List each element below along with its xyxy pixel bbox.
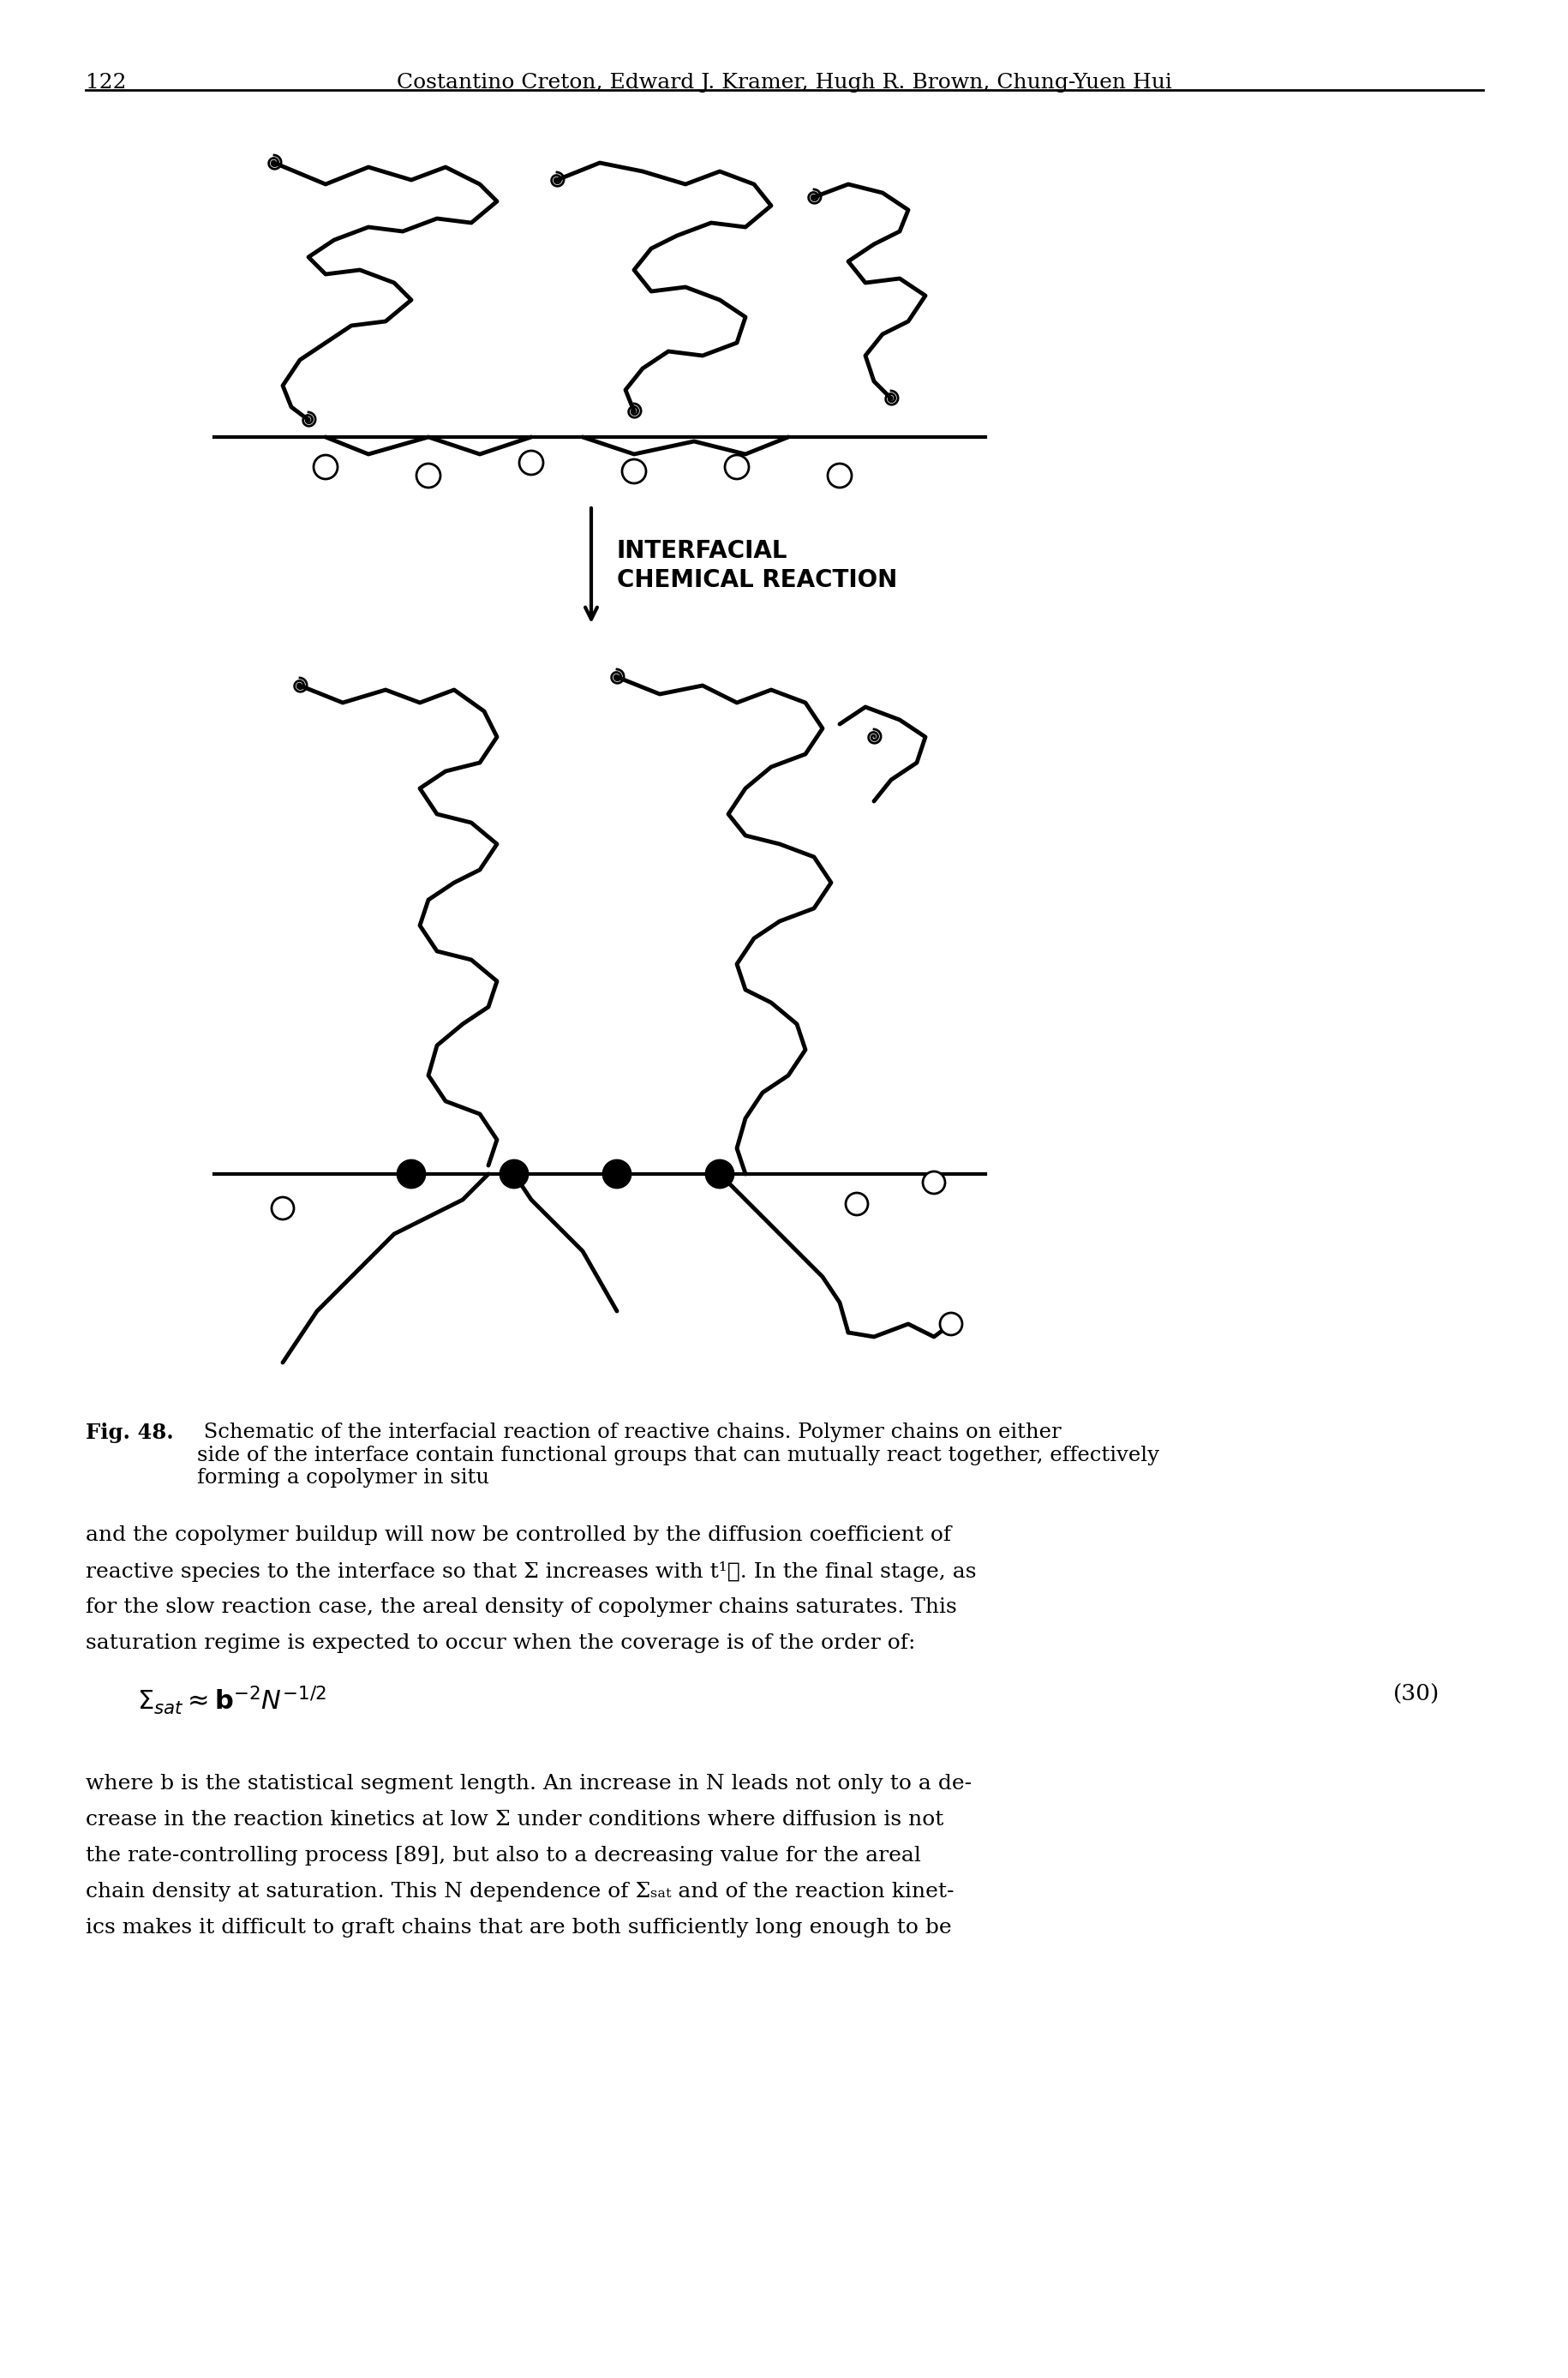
Circle shape xyxy=(519,452,543,476)
Text: the rate-controlling process [89], but also to a decreasing value for the areal: the rate-controlling process [89], but a… xyxy=(86,1845,920,1867)
Circle shape xyxy=(500,1160,527,1187)
Circle shape xyxy=(922,1172,944,1194)
Text: INTERFACIAL
CHEMICAL REACTION: INTERFACIAL CHEMICAL REACTION xyxy=(616,540,897,592)
Text: chain density at saturation. This N dependence of Σₛₐₜ and of the reaction kinet: chain density at saturation. This N depe… xyxy=(86,1881,953,1902)
Text: and the copolymer buildup will now be controlled by the diffusion coefficient of: and the copolymer buildup will now be co… xyxy=(86,1524,950,1546)
Circle shape xyxy=(828,464,851,487)
Text: Costantino Creton, Edward J. Kramer, Hugh R. Brown, Chung-Yuen Hui: Costantino Creton, Edward J. Kramer, Hug… xyxy=(397,74,1171,93)
Text: 122: 122 xyxy=(86,74,127,93)
Circle shape xyxy=(397,1160,425,1187)
Text: Schematic of the interfacial reaction of reactive chains. Polymer chains on eith: Schematic of the interfacial reaction of… xyxy=(198,1422,1159,1489)
Circle shape xyxy=(622,459,646,483)
Text: for the slow reaction case, the areal density of copolymer chains saturates. Thi: for the slow reaction case, the areal de… xyxy=(86,1598,956,1617)
Text: saturation regime is expected to occur when the coverage is of the order of:: saturation regime is expected to occur w… xyxy=(86,1634,916,1653)
Text: ics makes it difficult to graft chains that are both sufficiently long enough to: ics makes it difficult to graft chains t… xyxy=(86,1917,952,1938)
Circle shape xyxy=(602,1160,630,1187)
Circle shape xyxy=(314,454,337,478)
Circle shape xyxy=(706,1160,734,1187)
Text: reactive species to the interface so that Σ increases with t¹˲. In the final sta: reactive species to the interface so tha… xyxy=(86,1562,975,1581)
Text: where b is the statistical segment length. An increase in N leads not only to a : where b is the statistical segment lengt… xyxy=(86,1774,971,1793)
Text: $\Sigma_{sat} \approx \mathbf{b}^{-2}N^{-1/2}$: $\Sigma_{sat} \approx \mathbf{b}^{-2}N^{… xyxy=(136,1684,326,1717)
Circle shape xyxy=(939,1313,961,1334)
Circle shape xyxy=(271,1196,293,1220)
Text: crease in the reaction kinetics at low Σ under conditions where diffusion is not: crease in the reaction kinetics at low Σ… xyxy=(86,1810,944,1829)
Text: (30): (30) xyxy=(1392,1684,1439,1705)
Text: Fig. 48.: Fig. 48. xyxy=(86,1422,174,1443)
Circle shape xyxy=(416,464,441,487)
Circle shape xyxy=(724,454,748,478)
Circle shape xyxy=(845,1194,867,1215)
